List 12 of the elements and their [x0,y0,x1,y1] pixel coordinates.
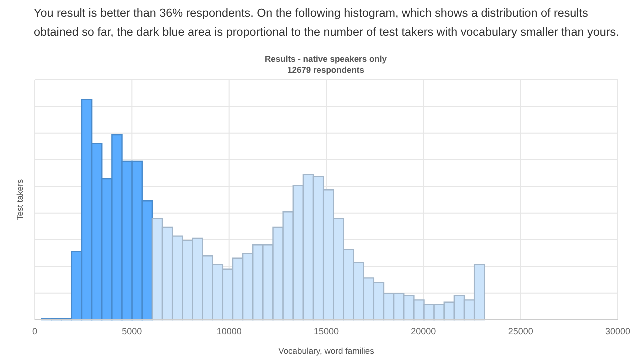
x-tick-label: 30000 [605,326,631,336]
text: You result is better than 36% respondents. On the following histogram, which shows a distribution of results obtained so far, the dark blue area is proportional to the number of test takers with vocabulary smaller than yours. [34,6,620,41]
x-tick-label: 0 [32,326,38,336]
chart-subtitle: 12679 respondents [286,65,366,76]
chart-title: Results - native speakers only [264,54,388,65]
x-tick-label: 10000 [216,326,242,336]
x-tick-label: 5000 [122,326,142,336]
x-tick-label: 15000 [314,326,340,336]
x-axis-title: Vocabulary, word families [278,346,374,356]
x-tick-label: 25000 [508,326,534,336]
y-axis-title: Test takers [15,179,25,221]
x-tick-label: 20000 [411,326,436,336]
